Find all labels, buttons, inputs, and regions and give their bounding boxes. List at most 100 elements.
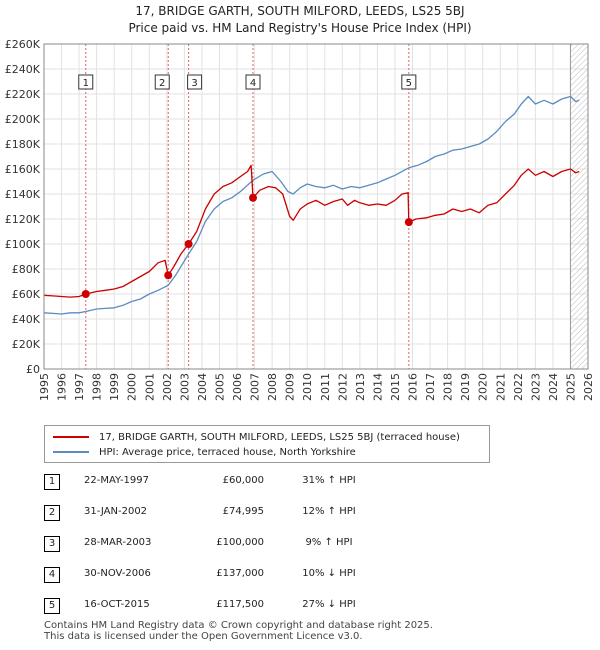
table-row: 4 30-NOV-2006 £137,000 10% ↓ HPI (44, 563, 444, 585)
y-tick-label: £100K (5, 238, 41, 251)
table-row: 2 31-JAN-2002 £74,995 12% ↑ HPI (44, 501, 444, 523)
sale-number: 5 (44, 598, 60, 614)
sale-marker-box-label: 4 (250, 78, 256, 89)
sale-marker-box-label: 1 (83, 78, 89, 89)
sale-number: 4 (44, 567, 60, 583)
sale-number: 3 (44, 536, 60, 552)
x-tick-label: 2012 (336, 373, 349, 401)
axes: £0 £20K £40K £60K £80K £100K £120K £140K £160K £1… (5, 38, 595, 401)
sale-hpi-diff: 10% ↓ HPI (302, 568, 356, 579)
legend-item-property: 17, BRIDGE GARTH, SOUTH MILFORD, LEEDS, … (53, 430, 460, 444)
grid (43, 43, 589, 370)
table-row: 3 28-MAR-2003 £100,000 9% ↑ HPI (44, 532, 444, 554)
sale-marker-box (187, 74, 203, 90)
x-tick-label: 2009 (284, 373, 297, 401)
legend-swatch-property (53, 436, 89, 438)
sale-points (81, 193, 413, 298)
x-tick-label: 2008 (266, 373, 279, 401)
x-tick-label: 2007 (249, 373, 262, 401)
sale-point (249, 193, 258, 202)
sale-marker-box (78, 74, 94, 90)
x-tick-label: 2020 (477, 373, 490, 401)
x-tick-label: 2006 (231, 373, 244, 401)
sale-marker-boxes: 1 2 3 4 5 (78, 74, 417, 90)
sale-price: £60,000 (222, 475, 264, 486)
x-tick-label: 1995 (38, 373, 51, 401)
sale-point (184, 240, 193, 248)
x-tick-label: 2004 (196, 373, 209, 401)
series-lines (43, 95, 580, 315)
sale-hpi-diff: 31% ↑ HPI (302, 475, 356, 486)
sale-price: £74,995 (222, 506, 264, 517)
x-tick-label: 2010 (301, 373, 314, 401)
x-tick-label: 2001 (143, 373, 156, 401)
x-tick-label: 1997 (73, 373, 86, 401)
sale-date: 31-JAN-2002 (84, 506, 148, 517)
sale-date: 22-MAY-1997 (84, 475, 150, 486)
footer-copyright: Contains HM Land Registry data © Crown c… (44, 620, 433, 631)
sale-marker-box (154, 74, 170, 90)
x-tick-label: 2014 (371, 373, 384, 401)
x-tick-label: 2003 (178, 373, 191, 401)
sale-hpi-diff: 12% ↑ HPI (302, 506, 356, 517)
x-tick-label: 2024 (547, 373, 560, 401)
y-tick-label: £60K (12, 288, 41, 301)
legend-swatch-hpi (53, 451, 89, 453)
sale-date: 30-NOV-2006 (84, 568, 151, 579)
x-tick-label: 2018 (442, 373, 455, 401)
hpi-line (43, 95, 580, 315)
y-tick-label: £200K (5, 113, 41, 126)
sale-marker-box-label: 2 (159, 78, 165, 89)
sale-hpi-diff: 9% ↑ HPI (305, 537, 353, 548)
y-tick-label: £40K (12, 313, 41, 326)
footer-licence: This data is licensed under the Open Gov… (44, 631, 363, 642)
x-tick-label: 2019 (459, 373, 472, 401)
table-row: 5 16-OCT-2015 £117,500 27% ↓ HPI (44, 594, 444, 616)
x-tick-label: 2016 (407, 373, 420, 401)
y-tick-label: £180K (5, 138, 41, 151)
sale-point (81, 290, 90, 298)
sale-point (164, 271, 173, 280)
sale-date: 16-OCT-2015 (84, 599, 150, 610)
y-tick-label: £20K (12, 338, 41, 351)
sale-point (404, 218, 413, 227)
legend: 17, BRIDGE GARTH, SOUTH MILFORD, LEEDS, … (44, 425, 490, 463)
x-tick-label: 1999 (108, 373, 121, 401)
y-tick-label: £80K (12, 263, 41, 276)
sale-marker-box-label: 3 (191, 78, 197, 89)
x-tick-label: 2025 (564, 373, 577, 401)
chart-title: 17, BRIDGE GARTH, SOUTH MILFORD, LEEDS, … (0, 3, 600, 37)
x-tick-label: 1996 (56, 373, 69, 401)
sale-price: £137,000 (216, 568, 264, 579)
x-tick-label: 2013 (354, 373, 367, 401)
y-tick-label: £240K (5, 63, 41, 76)
sale-number: 1 (44, 474, 60, 490)
y-tick-label: £220K (5, 88, 41, 101)
x-tick-label: 2015 (389, 373, 402, 401)
sale-marker-lines (85, 44, 410, 369)
x-tick-label: 2022 (512, 373, 525, 401)
y-tick-label: £160K (5, 163, 41, 176)
x-tick-label: 2023 (529, 373, 542, 401)
y-tick-label: £140K (5, 188, 41, 201)
y-tick-label: £260K (5, 38, 41, 51)
x-tick-label: 2011 (319, 373, 332, 401)
sale-marker-box (245, 74, 261, 90)
x-tick-label: 2017 (424, 373, 437, 401)
sale-hpi-diff: 27% ↓ HPI (302, 599, 356, 610)
x-tick-label: 2002 (161, 373, 174, 401)
x-tick-label: 2005 (213, 373, 226, 401)
legend-label-hpi: HPI: Average price, terraced house, Nort… (99, 446, 356, 458)
future-hatch (569, 44, 588, 369)
plot-frame (43, 43, 589, 370)
sale-date: 28-MAR-2003 (84, 537, 152, 548)
legend-item-hpi: HPI: Average price, terraced house, Nort… (53, 445, 356, 459)
sale-price: £100,000 (216, 537, 264, 548)
sale-number: 2 (44, 505, 60, 521)
chart-title-line2: Price paid vs. HM Land Registry's House … (128, 21, 472, 35)
chart-title-line1: 17, BRIDGE GARTH, SOUTH MILFORD, LEEDS, … (135, 4, 465, 18)
table-row: 1 22-MAY-1997 £60,000 31% ↑ HPI (44, 470, 444, 492)
y-tick-label: £0 (26, 363, 40, 376)
legend-label-property: 17, BRIDGE GARTH, SOUTH MILFORD, LEEDS, … (99, 431, 460, 443)
